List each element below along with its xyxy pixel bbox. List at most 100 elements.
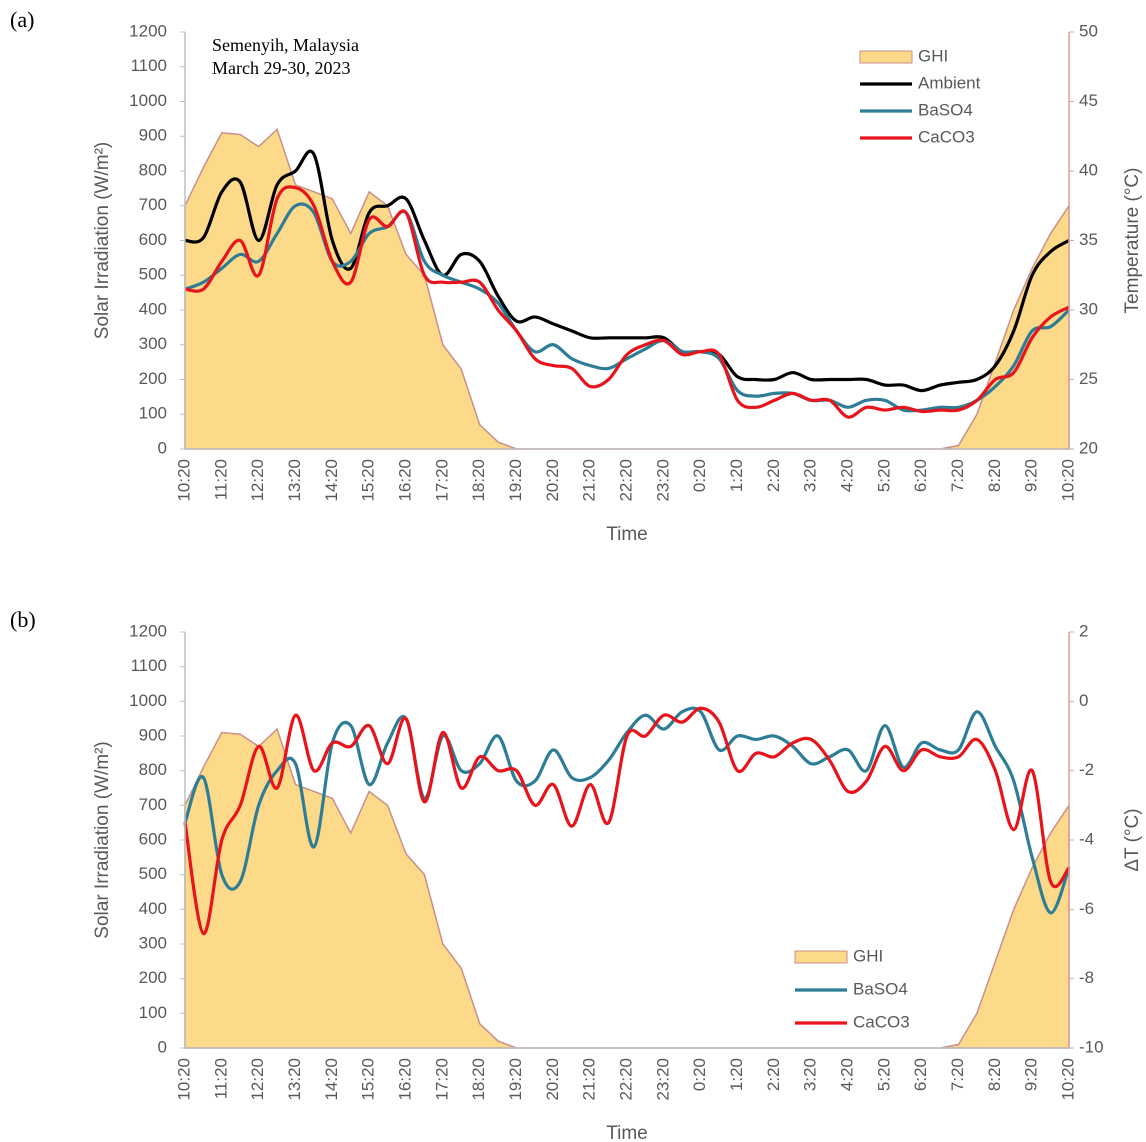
x-tick-label: 17:20 [432,1058,451,1101]
x-tick-label: 0:20 [690,459,709,492]
legend-label: BaSO4 [918,100,973,119]
x-tick-label: 5:20 [874,1058,893,1091]
x-tick-label: 23:20 [653,1058,672,1101]
x-tick-label: 18:20 [469,1058,488,1101]
x-tick-label: 18:20 [469,459,488,502]
y-tick-label: 500 [139,265,167,284]
legend-label: BaSO4 [853,979,908,998]
x-tick-label: 6:20 [911,1058,930,1091]
y2-tick-label: -8 [1079,968,1094,987]
x-tick-label: 15:20 [359,459,378,502]
x-tick-label: 22:20 [616,459,635,502]
legend-label: CaCO3 [918,127,975,146]
x-tick-label: 20:20 [543,459,562,502]
y-axis-title: Solar Irradiation (W/m²) [92,741,113,938]
x-tick-label: 7:20 [948,459,967,492]
y2-tick-label: -4 [1079,829,1094,848]
x-tick-label: 12:20 [248,459,267,502]
x-tick-label: 21:20 [580,1058,599,1101]
x-axis-title: Time [606,524,648,545]
x-tick-label: 8:20 [985,1058,1004,1091]
x-tick-label: 19:20 [506,1058,525,1101]
y-tick-label: 900 [139,725,167,744]
x-tick-label: 0:20 [690,1058,709,1091]
y-tick-label: 200 [139,369,167,388]
x-tick-label: 10:20 [1058,459,1077,502]
x-tick-label: 16:20 [395,1058,414,1101]
y2-axis-title: ΔT (°C) [1122,808,1143,871]
y-tick-label: 900 [139,126,167,145]
y-tick-label: 0 [158,1037,167,1056]
y-tick-label: 800 [139,760,167,779]
x-tick-label: 14:20 [322,1058,341,1101]
x-tick-label: 15:20 [359,1058,378,1101]
y2-tick-label: 0 [1079,691,1088,710]
y-tick-label: 1200 [129,621,167,640]
x-axis-title: Time [606,1123,648,1142]
y-tick-label: 400 [139,899,167,918]
legend: GHI Ambient BaSO4 CaCO3 [859,46,981,146]
y-tick-label: 500 [139,864,167,883]
y-tick-label: 700 [139,795,167,814]
y-tick-label: 1100 [130,656,167,675]
x-tick-label: 9:20 [1022,1058,1041,1091]
legend-label: GHI [918,46,948,65]
y-tick-label: 800 [139,160,167,179]
y2-tick-label: 40 [1079,160,1098,179]
y2-tick-label: 25 [1079,369,1098,388]
x-tick-label: 12:20 [248,1058,267,1101]
x-tick-label: 8:20 [985,459,1004,492]
y-tick-label: 1200 [129,21,167,40]
area [184,727,1070,1049]
x-tick-label: 6:20 [911,459,930,492]
line [183,706,1071,915]
y2-tick-label: 30 [1079,299,1098,318]
panel-label: (a) [10,7,34,32]
panel-label: (b) [10,607,36,632]
y-tick-label: 400 [139,299,167,318]
x-tick-label: 4:20 [837,1058,856,1091]
x-tick-label: 22:20 [616,1058,635,1101]
y2-tick-label: 20 [1079,438,1098,457]
y-tick-label: 1000 [129,691,167,710]
y-tick-label: 1000 [129,91,167,110]
y2-tick-label: -10 [1079,1037,1104,1056]
y-axis-title: Solar Irradiation (W/m²) [92,142,113,339]
line [184,185,1070,419]
x-tick-label: 14:20 [322,459,341,502]
line [183,706,1071,936]
legend: GHI BaSO4 CaCO3 [794,946,910,1031]
y-tick-label: 100 [139,1003,167,1022]
legend-label: CaCO3 [853,1012,910,1031]
annotation: Semenyih, Malaysia [212,35,359,55]
x-tick-label: 3:20 [801,459,820,492]
area [184,127,1070,450]
legend-swatch [859,50,913,64]
legend-label: GHI [853,946,883,965]
x-tick-label: 11:20 [211,1058,230,1099]
x-tick-label: 1:20 [727,1058,746,1091]
x-tick-label: 20:20 [543,1058,562,1101]
x-tick-label: 11:20 [211,459,230,500]
x-tick-label: 10:20 [174,1058,193,1101]
x-tick-label: 3:20 [801,1058,820,1091]
y2-tick-label: -2 [1079,760,1094,779]
x-tick-label: 1:20 [727,459,746,492]
y2-tick-label: 2 [1079,621,1088,640]
x-tick-label: 19:20 [506,459,525,502]
x-tick-label: 7:20 [948,1058,967,1091]
y2-tick-label: -6 [1079,899,1094,918]
x-tick-label: 4:20 [837,459,856,492]
y-tick-label: 700 [139,195,167,214]
x-tick-label: 13:20 [285,459,304,502]
y-tick-label: 600 [139,829,167,848]
x-tick-label: 5:20 [874,459,893,492]
y-tick-label: 1100 [130,56,167,75]
y2-tick-label: 45 [1079,91,1098,110]
y2-tick-label: 50 [1079,21,1098,40]
x-tick-label: 9:20 [1022,459,1041,492]
x-tick-label: 10:20 [174,459,193,502]
y-tick-label: 300 [139,334,167,353]
